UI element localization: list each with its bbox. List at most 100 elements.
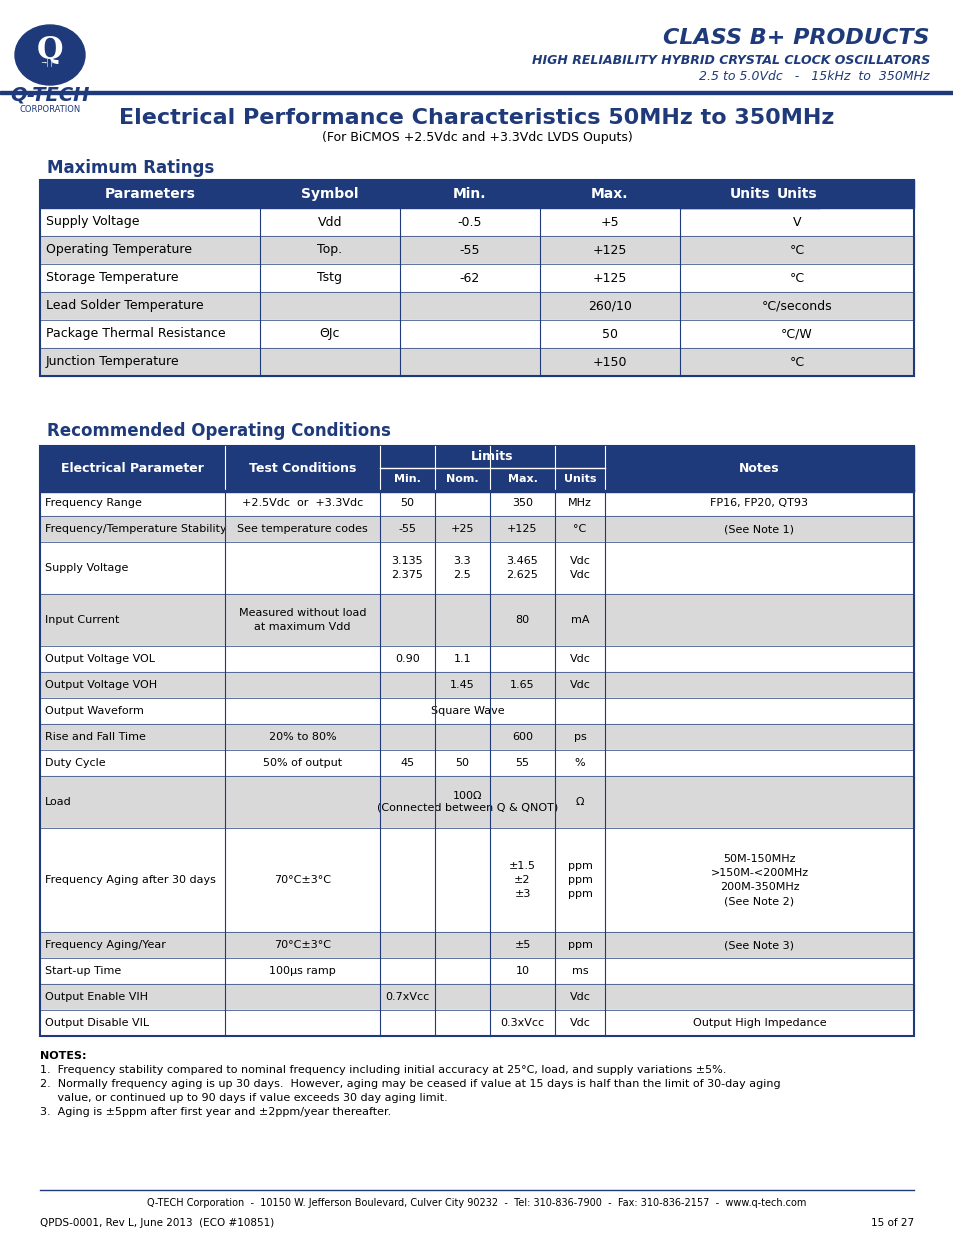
Text: 50: 50 xyxy=(455,758,469,768)
Bar xyxy=(604,446,913,492)
Text: CLASS B+ PRODUCTS: CLASS B+ PRODUCTS xyxy=(662,28,929,48)
FancyArrow shape xyxy=(0,90,953,94)
Text: Q: Q xyxy=(37,35,63,65)
Text: Square Wave: Square Wave xyxy=(430,706,504,716)
Bar xyxy=(40,827,913,932)
Text: Q-TECH Corporation  -  10150 W. Jefferson Boulevard, Culver City 90232  -  Tel: : Q-TECH Corporation - 10150 W. Jefferson … xyxy=(147,1198,806,1208)
Text: 20% to 80%: 20% to 80% xyxy=(269,732,336,742)
Text: Frequency Range: Frequency Range xyxy=(45,498,142,508)
Bar xyxy=(40,446,913,1036)
Text: Electrical Performance Characteristics 50MHz to 350MHz: Electrical Performance Characteristics 5… xyxy=(119,107,834,128)
Text: °C/W: °C/W xyxy=(781,327,812,341)
Text: Measured without load
at maximum Vdd: Measured without load at maximum Vdd xyxy=(238,608,366,632)
Text: 80: 80 xyxy=(515,615,529,625)
Text: -62: -62 xyxy=(459,272,479,284)
Text: 2.  Normally frequency aging is up 30 days.  However, aging may be ceased if val: 2. Normally frequency aging is up 30 day… xyxy=(40,1079,780,1089)
Text: Output Enable VIH: Output Enable VIH xyxy=(45,992,148,1002)
Text: °C: °C xyxy=(573,524,586,534)
Bar xyxy=(40,932,913,958)
Bar xyxy=(40,236,913,264)
Text: Maximum Ratings: Maximum Ratings xyxy=(47,159,214,177)
Text: ps: ps xyxy=(573,732,586,742)
Text: 50% of output: 50% of output xyxy=(263,758,342,768)
Text: +25: +25 xyxy=(450,524,474,534)
Text: Frequency/Temperature Stability: Frequency/Temperature Stability xyxy=(45,524,227,534)
Text: (For BiCMOS +2.5Vdc and +3.3Vdc LVDS Ouputs): (For BiCMOS +2.5Vdc and +3.3Vdc LVDS Oup… xyxy=(321,131,632,144)
Bar xyxy=(379,446,435,492)
Text: °C: °C xyxy=(789,243,803,257)
Text: 50: 50 xyxy=(400,498,414,508)
Text: V: V xyxy=(792,215,801,228)
Text: 3.465
2.625: 3.465 2.625 xyxy=(506,556,537,580)
Text: 1.65: 1.65 xyxy=(510,680,535,690)
Text: +2.5Vdc  or  +3.3Vdc: +2.5Vdc or +3.3Vdc xyxy=(242,498,363,508)
Ellipse shape xyxy=(15,25,85,85)
Bar xyxy=(40,320,913,348)
Text: Junction Temperature: Junction Temperature xyxy=(46,356,179,368)
Bar xyxy=(40,724,913,750)
Text: Package Thermal Resistance: Package Thermal Resistance xyxy=(46,327,226,341)
Text: Operating Temperature: Operating Temperature xyxy=(46,243,192,257)
Bar xyxy=(40,776,913,827)
Text: ±5: ±5 xyxy=(514,940,530,950)
Text: Recommended Operating Conditions: Recommended Operating Conditions xyxy=(47,422,391,440)
Text: 70°C±3°C: 70°C±3°C xyxy=(274,940,331,950)
Text: 0.90: 0.90 xyxy=(395,655,419,664)
Text: Units: Units xyxy=(776,186,817,201)
Text: 2.5 to 5.0Vdc   -   15kHz  to  350MHz: 2.5 to 5.0Vdc - 15kHz to 350MHz xyxy=(699,70,929,84)
Text: ─┤├─: ─┤├─ xyxy=(42,59,58,67)
Text: Output Voltage VOH: Output Voltage VOH xyxy=(45,680,157,690)
Text: 0.3xVcc: 0.3xVcc xyxy=(500,1018,544,1028)
Text: Frequency Aging/Year: Frequency Aging/Year xyxy=(45,940,166,950)
Bar xyxy=(40,984,913,1010)
Text: 1.45: 1.45 xyxy=(450,680,475,690)
Text: ms: ms xyxy=(571,966,588,976)
Bar xyxy=(40,516,913,542)
Text: Top.: Top. xyxy=(317,243,342,257)
Text: (See Note 1): (See Note 1) xyxy=(723,524,794,534)
Text: ppm: ppm xyxy=(567,940,592,950)
Text: 45: 45 xyxy=(400,758,415,768)
Bar xyxy=(40,264,913,291)
Text: Vdc: Vdc xyxy=(569,992,590,1002)
Text: Min.: Min. xyxy=(453,186,486,201)
Bar xyxy=(679,180,913,207)
Text: Vdc
Vdc: Vdc Vdc xyxy=(569,556,590,580)
Text: Input Current: Input Current xyxy=(45,615,119,625)
Bar xyxy=(260,180,399,207)
Bar xyxy=(40,446,225,492)
Text: Supply Voltage: Supply Voltage xyxy=(46,215,139,228)
Text: -55: -55 xyxy=(398,524,416,534)
Bar xyxy=(225,446,379,492)
Bar xyxy=(40,490,913,516)
Bar xyxy=(40,180,913,375)
Text: Storage Temperature: Storage Temperature xyxy=(46,272,178,284)
Bar xyxy=(555,446,604,492)
Bar xyxy=(40,180,260,207)
Text: Load: Load xyxy=(45,797,71,806)
Text: +150: +150 xyxy=(592,356,626,368)
Text: 55: 55 xyxy=(515,758,529,768)
Text: NOTES:: NOTES: xyxy=(40,1051,87,1061)
Text: +125: +125 xyxy=(507,524,537,534)
Bar xyxy=(40,542,913,594)
Text: Limits: Limits xyxy=(471,451,514,463)
Text: (See Note 3): (See Note 3) xyxy=(723,940,794,950)
Text: Ω: Ω xyxy=(576,797,583,806)
Text: +125: +125 xyxy=(592,243,626,257)
Text: Units: Units xyxy=(729,186,769,201)
Text: °C/seconds: °C/seconds xyxy=(760,300,831,312)
Text: Max.: Max. xyxy=(591,186,628,201)
Text: Supply Voltage: Supply Voltage xyxy=(45,563,129,573)
Text: FP16, FP20, QT93: FP16, FP20, QT93 xyxy=(710,498,807,508)
Text: Rise and Fall Time: Rise and Fall Time xyxy=(45,732,146,742)
Text: Output Voltage VOL: Output Voltage VOL xyxy=(45,655,154,664)
Text: Units: Units xyxy=(563,474,596,484)
Text: -0.5: -0.5 xyxy=(457,215,482,228)
Text: HIGH RELIABILITY HYBRID CRYSTAL CLOCK OSCILLATORS: HIGH RELIABILITY HYBRID CRYSTAL CLOCK OS… xyxy=(531,53,929,67)
Text: Min.: Min. xyxy=(394,474,420,484)
Bar xyxy=(435,446,490,492)
Bar xyxy=(40,672,913,698)
Text: MHz: MHz xyxy=(567,498,591,508)
Text: °C: °C xyxy=(789,356,803,368)
